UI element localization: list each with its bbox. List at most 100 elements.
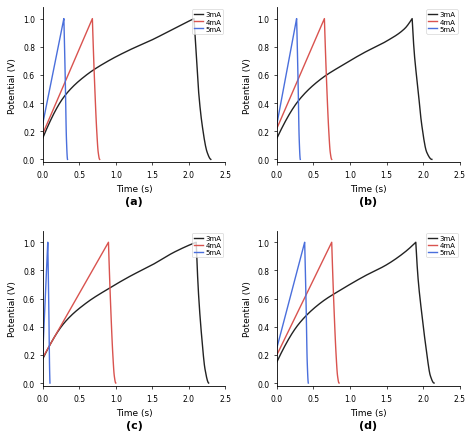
4mA — [107, 281, 113, 286]
5mA — [304, 346, 310, 351]
4mA — [91, 71, 97, 77]
Line: 5mA: 5mA — [43, 20, 67, 160]
5mA — [305, 381, 311, 386]
3mA — [409, 17, 415, 22]
4mA — [330, 281, 336, 286]
Line: 4mA: 4mA — [43, 243, 116, 383]
3mA — [154, 36, 159, 41]
5mA — [305, 376, 311, 381]
4mA — [323, 58, 328, 63]
Legend: 3mA, 4mA, 5mA: 3mA, 4mA, 5mA — [192, 11, 223, 35]
Y-axis label: Potential (V): Potential (V) — [9, 281, 18, 336]
3mA — [208, 157, 214, 162]
Line: 4mA: 4mA — [43, 20, 100, 160]
3mA — [350, 57, 356, 62]
5mA — [304, 321, 310, 327]
5mA — [294, 27, 300, 32]
3mA — [184, 244, 190, 249]
5mA — [294, 17, 300, 22]
5mA — [302, 268, 308, 273]
4mA — [106, 240, 111, 245]
X-axis label: Time (s): Time (s) — [116, 408, 152, 417]
5mA — [46, 309, 52, 314]
3mA — [206, 381, 211, 386]
3mA — [155, 259, 161, 265]
3mA — [353, 279, 358, 284]
3mA — [274, 360, 280, 365]
Y-axis label: Potential (V): Potential (V) — [9, 58, 18, 113]
Legend: 3mA, 4mA, 5mA: 3mA, 4mA, 5mA — [426, 233, 457, 258]
4mA — [94, 131, 100, 136]
Line: 4mA: 4mA — [277, 243, 339, 383]
4mA — [274, 127, 280, 132]
5mA — [302, 240, 308, 245]
4mA — [326, 131, 332, 136]
5mA — [46, 265, 51, 270]
5mA — [47, 371, 53, 377]
4mA — [274, 353, 280, 358]
5mA — [297, 157, 303, 162]
5mA — [63, 98, 69, 103]
3mA — [147, 264, 153, 269]
5mA — [303, 279, 309, 284]
3mA — [369, 47, 374, 53]
3mA — [413, 240, 419, 245]
3mA — [146, 40, 151, 45]
3mA — [409, 244, 414, 249]
4mA — [40, 355, 46, 360]
3mA — [379, 265, 384, 271]
3mA — [40, 136, 46, 141]
5mA — [294, 45, 300, 50]
X-axis label: Time (s): Time (s) — [350, 408, 387, 417]
5mA — [63, 123, 69, 128]
4mA — [40, 132, 46, 138]
5mA — [64, 157, 70, 162]
X-axis label: Time (s): Time (s) — [350, 185, 387, 194]
4mA — [329, 240, 335, 245]
5mA — [296, 123, 301, 128]
3mA — [429, 157, 435, 162]
4mA — [93, 114, 99, 119]
5mA — [274, 346, 280, 351]
4mA — [328, 155, 334, 160]
5mA — [40, 122, 46, 127]
5mA — [40, 354, 46, 359]
3mA — [40, 357, 46, 362]
4mA — [322, 32, 328, 38]
3mA — [187, 19, 192, 25]
Line: 3mA: 3mA — [43, 20, 211, 160]
5mA — [47, 381, 53, 386]
5mA — [274, 122, 280, 127]
4mA — [329, 256, 335, 261]
3mA — [127, 274, 132, 279]
Y-axis label: Potential (V): Potential (V) — [243, 58, 252, 113]
Legend: 3mA, 4mA, 5mA: 3mA, 4mA, 5mA — [192, 233, 223, 258]
3mA — [306, 311, 311, 316]
4mA — [96, 155, 101, 160]
4mA — [113, 381, 118, 386]
4mA — [90, 17, 95, 22]
4mA — [323, 71, 329, 77]
5mA — [46, 274, 51, 279]
4mA — [331, 295, 337, 300]
5mA — [45, 249, 51, 254]
3mA — [405, 23, 411, 28]
3mA — [405, 248, 410, 253]
Line: 3mA: 3mA — [277, 243, 434, 383]
Line: 5mA: 5mA — [277, 20, 300, 160]
4mA — [329, 157, 335, 162]
4mA — [90, 32, 96, 38]
4mA — [109, 337, 115, 342]
5mA — [302, 250, 308, 255]
3mA — [182, 21, 188, 27]
Text: (c): (c) — [126, 420, 143, 430]
Text: (b): (b) — [359, 197, 377, 207]
4mA — [336, 381, 342, 386]
4mA — [325, 114, 331, 119]
3mA — [376, 44, 382, 49]
Line: 3mA: 3mA — [43, 243, 209, 383]
4mA — [112, 378, 118, 383]
Text: (a): (a) — [125, 197, 143, 207]
Line: 5mA: 5mA — [43, 243, 50, 383]
3mA — [75, 307, 81, 313]
